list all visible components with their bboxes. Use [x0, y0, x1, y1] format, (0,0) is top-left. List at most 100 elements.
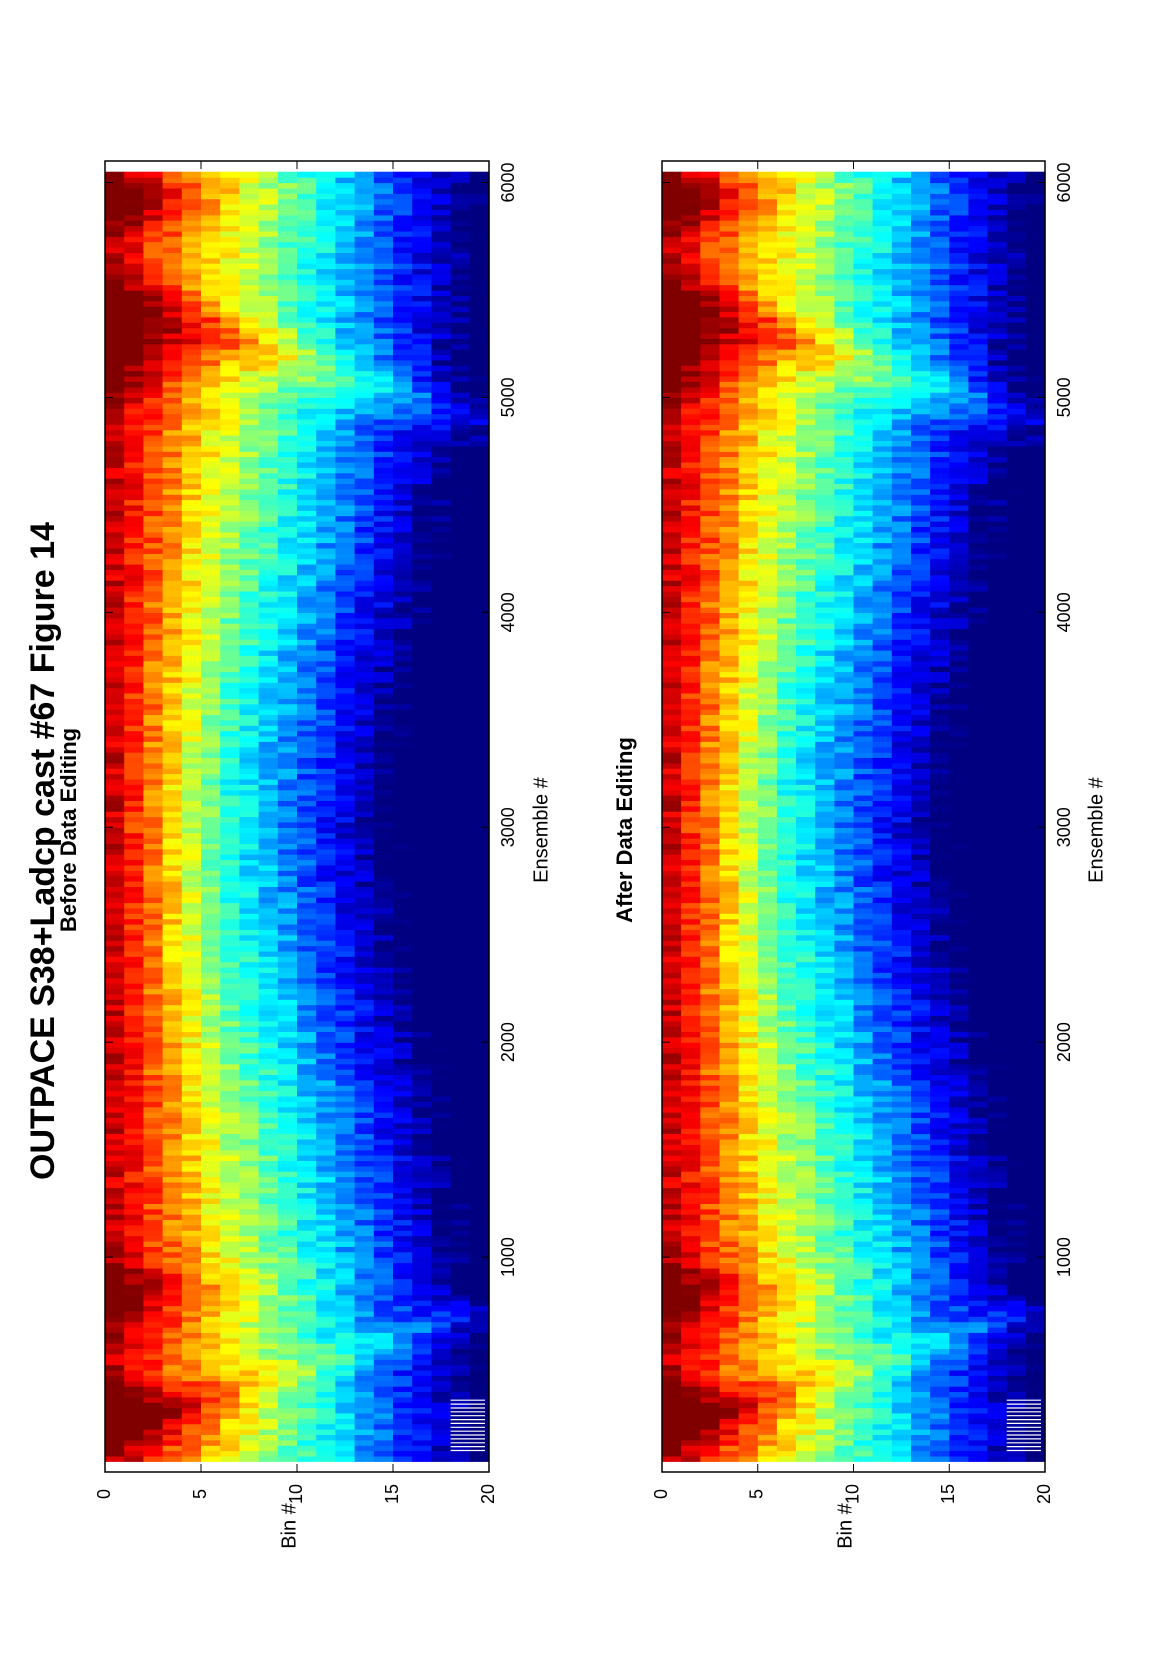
heatmap-cell [124, 290, 144, 296]
heatmap-cell [354, 494, 375, 501]
heatmap-cell [105, 263, 125, 270]
heatmap-cell [105, 1026, 125, 1032]
heatmap-cell [201, 698, 221, 705]
heatmap-cell [469, 381, 490, 388]
heatmap-cell [469, 1418, 490, 1425]
heatmap-cell [201, 590, 221, 597]
heatmap-cell [373, 440, 394, 447]
heatmap-cell [201, 821, 221, 828]
heatmap-cell [239, 1160, 260, 1167]
heatmap-cell [105, 1305, 125, 1312]
heatmap-cell [431, 1386, 452, 1392]
heatmap-cell [412, 1278, 432, 1285]
heatmap-cell [181, 1380, 202, 1387]
heatmap-cell [181, 617, 202, 624]
heatmap-cell [105, 1235, 125, 1242]
heatmap-cell [412, 1144, 432, 1151]
heatmap-cell [316, 1267, 336, 1274]
heatmap-cell [354, 940, 375, 947]
heatmap-cell [393, 1031, 413, 1038]
heatmap-cell [316, 1439, 336, 1446]
heatmap-cell [277, 1235, 298, 1242]
heatmap-cell [469, 392, 490, 398]
heatmap-cell [258, 719, 279, 726]
heatmap-cell [297, 596, 317, 603]
heatmap-cell [1025, 1434, 1046, 1441]
heatmap-cell [316, 607, 336, 613]
heatmap-cell [412, 1052, 432, 1059]
heatmap-cell [450, 698, 471, 705]
heatmap-cell [412, 1353, 432, 1360]
heatmap-cell [373, 1251, 394, 1258]
heatmap-cell [239, 472, 260, 479]
heatmap-cell [412, 762, 432, 769]
heatmap-cell [258, 1026, 279, 1032]
heatmap-cell [181, 580, 202, 587]
heatmap-cell [162, 596, 183, 603]
heatmap-cell [412, 907, 432, 914]
heatmap-cell [239, 440, 260, 447]
heatmap-cell [431, 1375, 452, 1382]
heatmap-cell [297, 1429, 317, 1435]
heatmap-cell [316, 1375, 336, 1382]
heatmap-cell [220, 1198, 240, 1204]
heatmap-cell [181, 897, 202, 904]
heatmap-cell [412, 300, 432, 307]
heatmap-cell [181, 848, 202, 855]
heatmap-cell [162, 1192, 183, 1199]
heatmap-cell [469, 639, 490, 646]
heatmap-cell [105, 993, 125, 1000]
heatmap-cell [181, 891, 202, 898]
heatmap-cell [412, 461, 432, 468]
heatmap-cell [105, 510, 125, 517]
heatmap-cell [393, 870, 413, 877]
heatmap-cell [450, 676, 471, 683]
heatmap-cell [335, 408, 356, 415]
heatmap-cell [239, 601, 260, 608]
heatmap-cell [297, 1305, 317, 1312]
heatmap-cell [105, 1214, 125, 1221]
heatmap-cell [662, 1455, 682, 1462]
heatmap-cell [239, 843, 260, 850]
heatmap-cell [335, 1407, 356, 1414]
heatmap-cell [316, 1407, 336, 1414]
heatmap-cell [239, 1095, 260, 1102]
heatmap-cell [258, 300, 279, 307]
heatmap-cell [162, 1122, 183, 1129]
heatmap-cell [297, 671, 317, 678]
heatmap-cell [277, 966, 298, 973]
heatmap-cell [277, 714, 298, 721]
heatmap-cell [469, 273, 490, 280]
heatmap-cell [162, 676, 183, 683]
heatmap-cell [239, 247, 260, 253]
heatmap-cell [393, 386, 413, 393]
heatmap-cell [220, 768, 240, 775]
heatmap-cell [239, 1214, 260, 1221]
heatmap-cell [450, 392, 471, 398]
heatmap-cell [277, 354, 298, 361]
heatmap-cell [431, 1144, 452, 1151]
heatmap-cell [239, 854, 260, 861]
heatmap-cell [124, 531, 144, 538]
heatmap-cell [316, 859, 336, 866]
heatmap-cell [297, 424, 317, 431]
heatmap-cell [162, 295, 183, 302]
heatmap-cell [316, 273, 336, 280]
heatmap-cell [201, 1359, 221, 1366]
heatmap-cell [949, 1450, 970, 1457]
heatmap-cell [162, 558, 183, 565]
heatmap-cell [181, 719, 202, 726]
heatmap-cell [335, 1133, 356, 1140]
heatmap-cell [412, 1214, 432, 1221]
heatmap-cell [258, 1042, 279, 1049]
heatmap-cell [220, 601, 240, 608]
heatmap-cell [181, 1009, 202, 1016]
heatmap-cell [277, 198, 298, 205]
heatmap-cell [277, 429, 298, 436]
heatmap-cell [373, 1316, 394, 1323]
heatmap-cell [277, 1214, 298, 1221]
heatmap-cell [335, 752, 356, 758]
heatmap-cell [258, 1144, 279, 1151]
heatmap-cell [450, 1316, 471, 1323]
heatmap-cell [201, 1343, 221, 1349]
